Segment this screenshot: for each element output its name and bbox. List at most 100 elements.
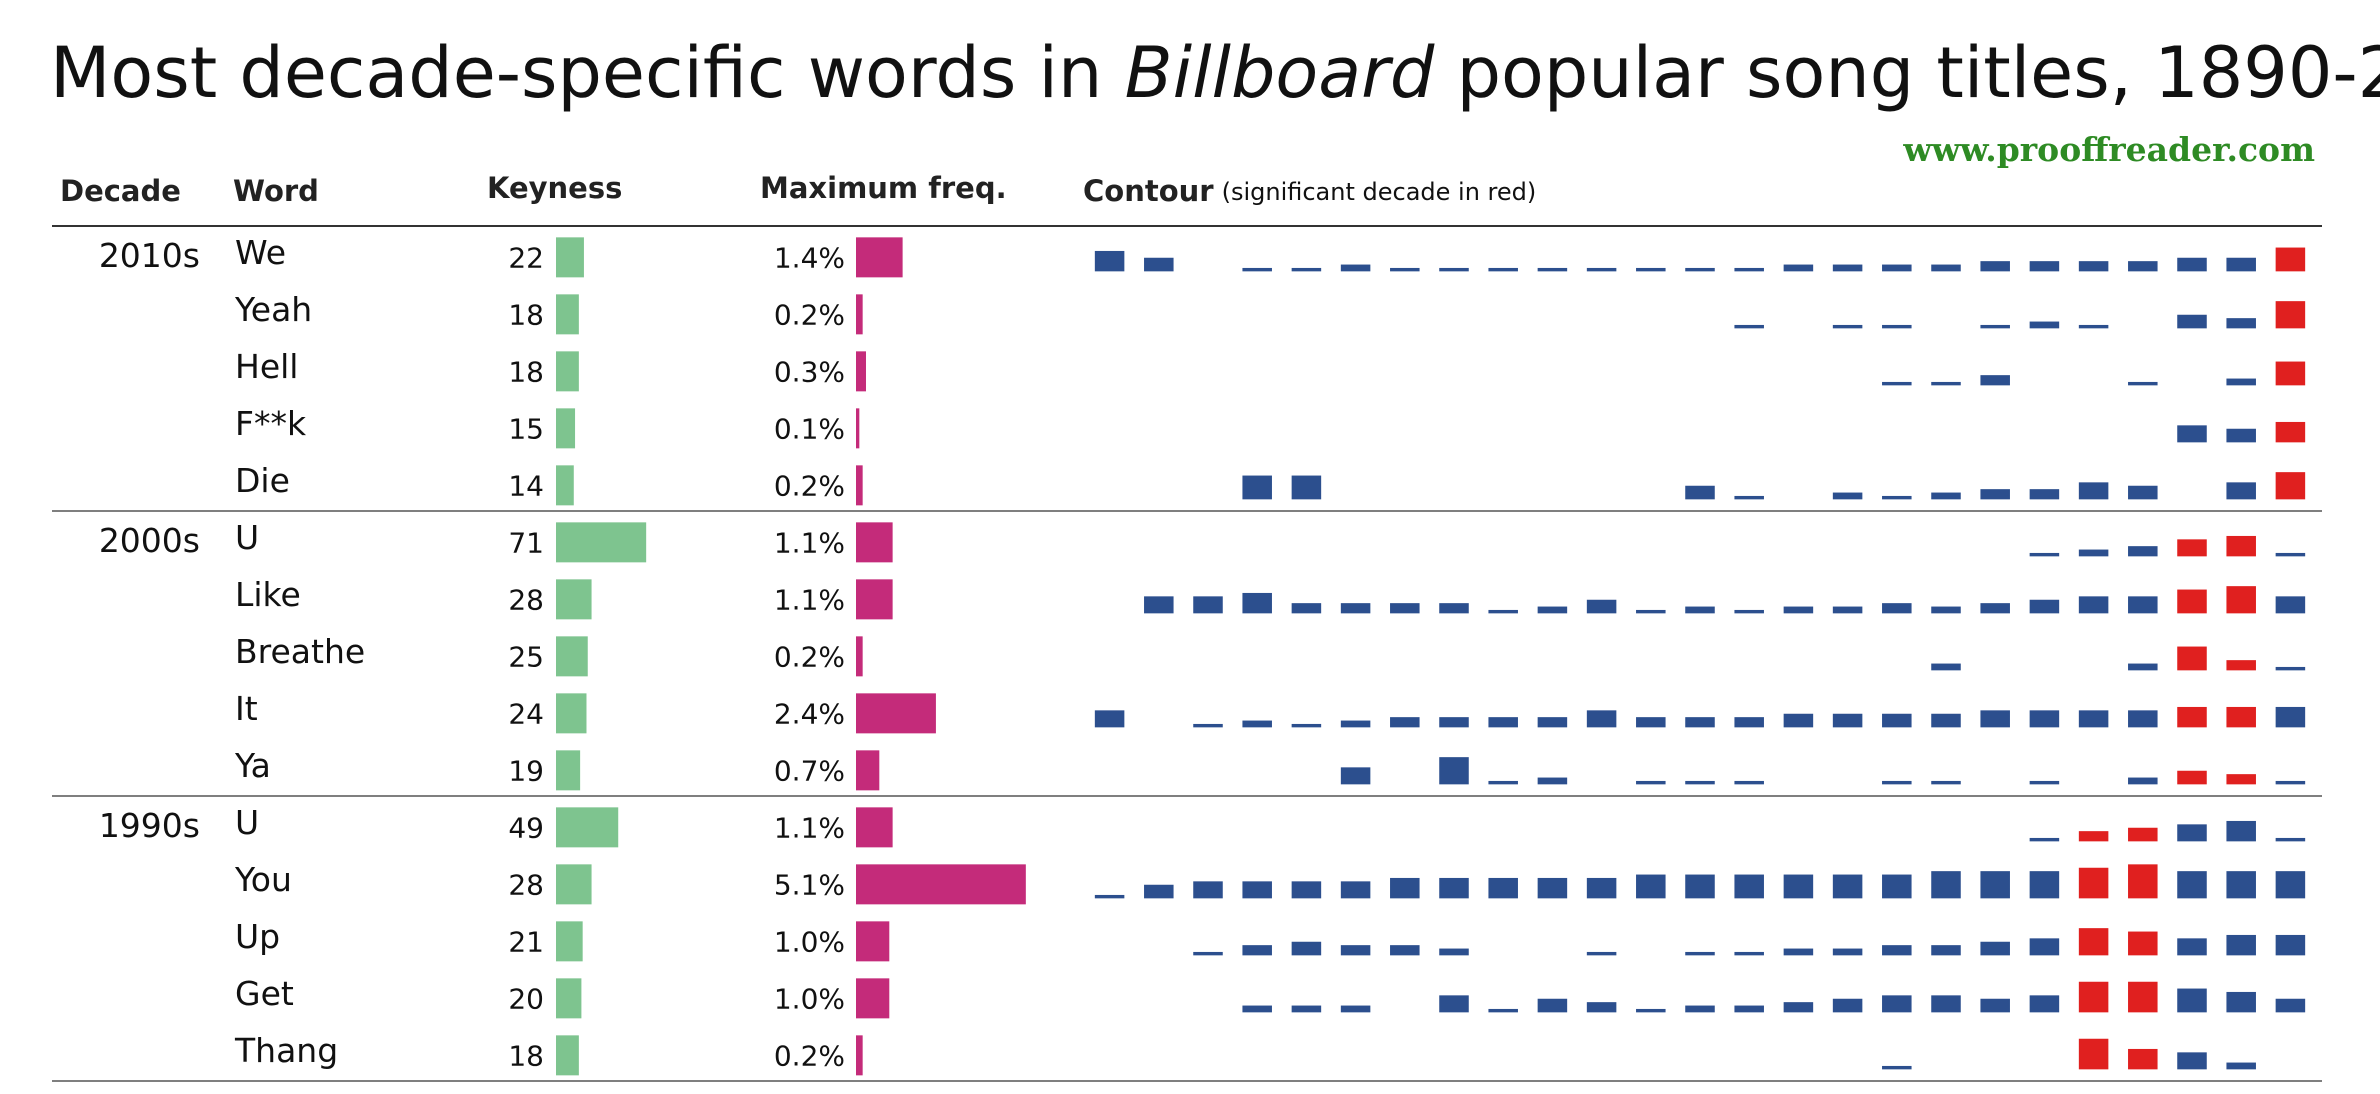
contour-bar	[1734, 717, 1764, 728]
contour-bar	[1242, 945, 1272, 956]
contour-bar	[1783, 874, 1814, 899]
decade: 1990s	[99, 806, 200, 845]
contour-bar	[1980, 261, 2010, 272]
significant-bar	[2226, 535, 2256, 557]
contour-bar	[1439, 995, 1469, 1013]
contour-bar	[1685, 951, 1715, 956]
col-header: Maximum freq.	[760, 171, 1007, 205]
significant-bar	[2078, 928, 2109, 956]
word: F**k	[235, 404, 307, 443]
significant-bar	[2226, 706, 2256, 728]
contour-bar	[1340, 720, 1371, 728]
freq-value: 1.4%	[774, 241, 845, 274]
significant-bar	[2177, 539, 2207, 557]
freq-value: 0.7%	[774, 754, 845, 787]
contour-bar	[1931, 381, 1961, 386]
contour-bar	[1242, 267, 1272, 272]
contour-bar	[2128, 710, 2158, 728]
keyness-bar	[556, 237, 584, 278]
contour-bar	[2226, 257, 2256, 272]
significant-bar	[2275, 421, 2306, 443]
contour-bar	[2128, 596, 2158, 614]
contour-bar	[1685, 780, 1715, 785]
contour-bar	[1636, 1008, 1666, 1013]
freq-value: 0.2%	[774, 469, 845, 502]
contour-bar	[1685, 874, 1715, 899]
keyness-bar	[556, 465, 574, 506]
freq-value: 1.1%	[774, 583, 845, 616]
freq-bar	[856, 237, 903, 278]
contour-bar	[1537, 998, 1568, 1013]
significant-bar	[2226, 586, 2256, 614]
freq-bar	[856, 978, 890, 1019]
contour-bar	[2128, 261, 2158, 272]
col-header: Keyness	[487, 171, 622, 205]
contour-bar	[1636, 267, 1666, 272]
contour-bar	[1439, 877, 1469, 899]
keyness-value: 49	[508, 811, 544, 844]
freq-bar	[856, 579, 893, 620]
significant-bar	[2226, 774, 2256, 785]
freq-bar	[856, 1035, 863, 1076]
keyness-bar	[556, 522, 647, 563]
freq-value: 0.3%	[774, 355, 845, 388]
freq-value: 1.1%	[774, 526, 845, 559]
contour-bar	[2177, 988, 2207, 1013]
contour-bar	[2275, 998, 2306, 1013]
contour-bar	[2226, 378, 2256, 386]
contour-bar	[1291, 1005, 1322, 1013]
contour-bar	[2226, 318, 2256, 329]
contour-bar	[2078, 549, 2109, 557]
word: Die	[235, 461, 290, 500]
contour-bar	[1882, 603, 1912, 614]
contour-bar	[1882, 381, 1912, 386]
contour-bar	[1537, 717, 1568, 728]
significant-bar	[2275, 361, 2306, 386]
contour-bar	[1734, 951, 1764, 956]
keyness-value: 71	[508, 526, 544, 559]
significant-bar	[2275, 247, 2306, 272]
freq-bar	[856, 294, 863, 335]
contour-bar	[1882, 780, 1912, 785]
contour-bar	[1734, 609, 1764, 614]
contour-bar	[1390, 717, 1420, 728]
word: Yeah	[234, 290, 312, 329]
contour-bar	[1193, 951, 1223, 956]
keyness-bar	[556, 693, 587, 734]
freq-value: 0.2%	[774, 298, 845, 331]
contour-bar	[1488, 877, 1518, 899]
contour-bar	[1439, 948, 1469, 956]
significant-bar	[2177, 706, 2207, 728]
freq-value: 0.2%	[774, 1039, 845, 1072]
contour-bar	[1931, 780, 1961, 785]
word: Up	[235, 917, 280, 956]
contour-bar	[2128, 546, 2158, 557]
contour-bar	[1980, 941, 2010, 956]
contour-bar	[1340, 945, 1371, 956]
contour-bar	[2078, 482, 2109, 500]
contour-bar	[1193, 881, 1223, 899]
contour-bar	[2078, 710, 2109, 728]
contour-bar	[2275, 706, 2306, 728]
contour-bar	[2128, 777, 2158, 785]
contour-bar	[1537, 877, 1568, 899]
keyness-bar	[556, 750, 581, 791]
significant-bar	[2275, 472, 2306, 500]
contour-bar	[1537, 267, 1568, 272]
decade: 2010s	[99, 236, 200, 275]
contour-bar	[1734, 874, 1764, 899]
contour-bar	[2029, 489, 2060, 500]
contour-bar	[1832, 948, 1863, 956]
contour-bar	[2275, 780, 2306, 785]
contour-bar	[1488, 1008, 1518, 1013]
col-header-note: (significant decade in red)	[1222, 178, 1537, 206]
keyness-bar	[556, 864, 592, 905]
keyness-bar	[556, 921, 583, 962]
keyness-value: 22	[508, 241, 544, 274]
contour-bar	[1242, 881, 1272, 899]
contour-bar	[1340, 264, 1371, 272]
contour-bar	[1783, 713, 1814, 728]
significant-bar	[2226, 660, 2256, 671]
contour-bar	[1734, 495, 1764, 500]
keyness-bar	[556, 1035, 579, 1076]
